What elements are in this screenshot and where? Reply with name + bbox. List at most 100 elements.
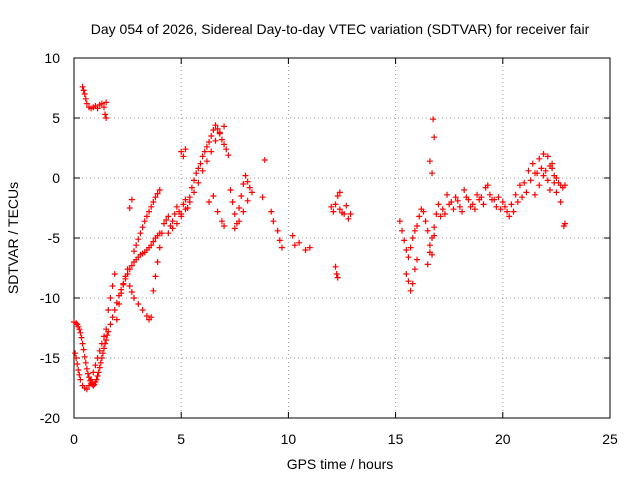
data-point: [113, 316, 120, 323]
data-point: [399, 227, 406, 234]
data-point: [531, 170, 538, 177]
data-point: [343, 202, 350, 209]
data-point: [332, 263, 339, 270]
data-point: [98, 100, 105, 107]
data-point: [90, 369, 97, 376]
data-point: [191, 189, 198, 196]
data-point: [82, 359, 89, 366]
data-point: [439, 206, 446, 213]
data-point: [430, 116, 437, 123]
data-point: [426, 249, 433, 256]
data-point: [111, 271, 118, 277]
x-axis-tick-labels: 0 5 10 15 20 25: [70, 431, 618, 447]
x-tick-label: 20: [495, 431, 511, 447]
data-point: [289, 232, 296, 239]
data-point: [150, 287, 157, 294]
data-point: [409, 235, 416, 241]
data-point: [103, 115, 110, 121]
data-point: [544, 153, 551, 160]
data-point: [105, 307, 112, 313]
data-point: [186, 199, 193, 205]
data-point: [424, 261, 431, 268]
data-point: [405, 254, 412, 261]
data-point: [126, 205, 133, 211]
data-point: [489, 196, 496, 203]
data-point: [270, 218, 277, 225]
y-tick-label: 0: [52, 170, 60, 186]
data-point: [426, 242, 433, 249]
data-point: [193, 170, 200, 177]
data-point: [514, 199, 521, 205]
data-point: [484, 182, 491, 189]
y-tick-label: -20: [40, 410, 60, 426]
data-point: [218, 136, 225, 143]
data-point: [206, 199, 213, 205]
data-point: [336, 206, 343, 213]
data-point: [259, 194, 266, 201]
data-point: [557, 199, 564, 205]
data-point: [148, 314, 155, 321]
data-point: [504, 208, 511, 215]
data-point: [409, 280, 416, 287]
data-point: [150, 238, 157, 245]
x-tick-label: 0: [70, 431, 78, 447]
data-point: [536, 182, 543, 189]
data-point: [82, 95, 89, 102]
data-point: [143, 213, 150, 220]
data-point: [188, 184, 195, 191]
data-point: [173, 203, 180, 210]
data-point: [506, 213, 513, 220]
data-point: [467, 203, 474, 210]
data-point: [221, 123, 228, 130]
data-point: [97, 359, 104, 366]
data-point: [225, 152, 232, 159]
data-point: [221, 223, 228, 229]
data-point: [206, 139, 213, 145]
data-point: [538, 165, 545, 172]
data-point: [433, 211, 440, 217]
data-point: [553, 189, 560, 196]
data-point: [165, 213, 172, 220]
data-point: [103, 337, 110, 343]
data-point: [231, 225, 238, 232]
data-point: [169, 225, 176, 232]
data-point: [180, 201, 187, 208]
data-point: [521, 179, 528, 186]
data-point: [411, 227, 418, 234]
data-point: [499, 199, 506, 205]
data-point: [246, 184, 253, 191]
data-point: [431, 224, 438, 231]
data-point: [208, 148, 215, 155]
y-tick-label: -15: [40, 350, 60, 366]
data-point: [450, 206, 457, 213]
y-tick-label: 5: [52, 110, 60, 126]
data-point: [347, 211, 354, 217]
data-point: [101, 333, 108, 340]
data-point: [98, 340, 105, 347]
data-point: [218, 218, 225, 225]
data-point: [203, 143, 210, 150]
data-point: [328, 203, 335, 210]
data-point: [444, 191, 451, 198]
data-point: [261, 157, 268, 163]
data-point: [223, 146, 230, 153]
data-point: [80, 87, 87, 94]
data-point: [536, 155, 543, 162]
data-point: [197, 160, 204, 167]
data-point: [476, 196, 483, 203]
data-point: [332, 201, 339, 208]
data-point: [122, 273, 129, 280]
data-point: [227, 187, 234, 193]
data-point: [182, 146, 189, 153]
data-point: [84, 370, 91, 377]
data-point: [463, 194, 470, 201]
data-point: [178, 213, 185, 220]
data-point: [459, 208, 466, 215]
data-point: [95, 369, 102, 376]
data-point: [118, 290, 125, 297]
data-point: [104, 332, 111, 339]
data-point: [150, 199, 157, 205]
data-point: [135, 301, 142, 307]
data-point: [495, 194, 502, 201]
data-point: [229, 199, 236, 205]
